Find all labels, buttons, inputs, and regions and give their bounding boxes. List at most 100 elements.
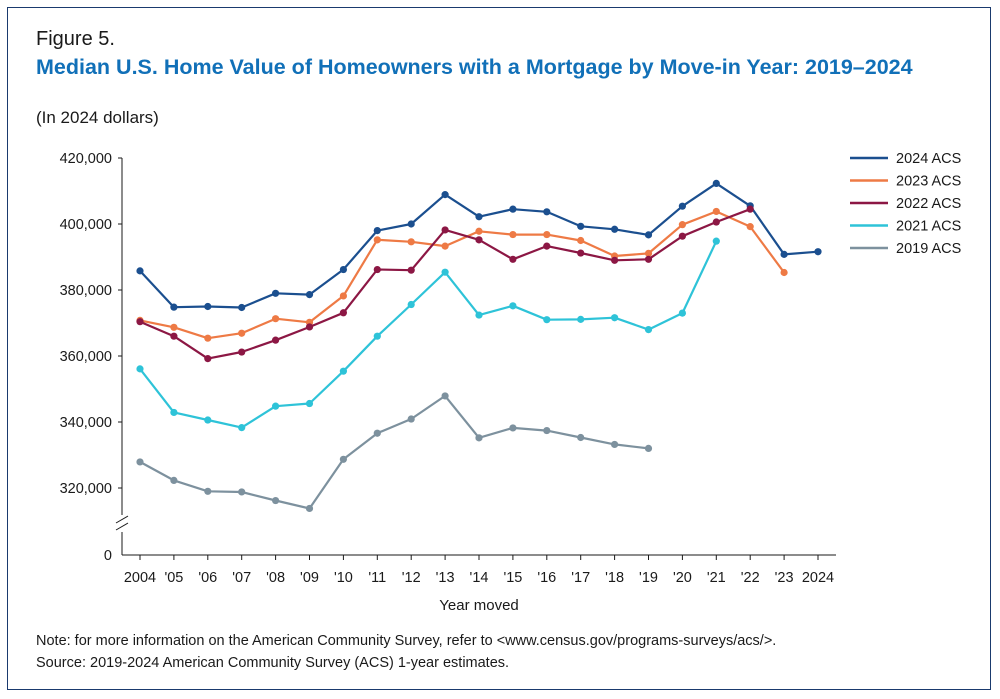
x-tick-label: 2004 <box>124 570 156 586</box>
data-point <box>238 348 246 356</box>
note-text: Note: for more information on the Americ… <box>36 633 777 649</box>
data-point <box>644 255 653 263</box>
data-point <box>644 231 653 239</box>
data-point <box>373 227 381 235</box>
data-point <box>339 309 347 317</box>
data-point <box>678 232 687 240</box>
x-tick-label: '12 <box>402 570 421 586</box>
data-point <box>272 336 280 344</box>
y-tick-label: 360,000 <box>60 349 112 365</box>
data-point <box>712 207 720 216</box>
data-point <box>170 303 178 311</box>
y-tick-label: 420,000 <box>60 151 112 167</box>
data-point <box>509 230 517 239</box>
data-point <box>475 236 483 244</box>
data-point <box>611 225 619 233</box>
x-tick-label: '23 <box>775 570 794 586</box>
data-point <box>204 334 212 342</box>
data-point <box>136 365 144 373</box>
data-point <box>543 208 551 216</box>
data-point <box>475 311 483 319</box>
x-tick-label: '19 <box>639 570 658 586</box>
legend-label: 2023 ACS <box>896 174 961 190</box>
data-point <box>644 444 653 452</box>
axis-break-mark <box>115 522 129 531</box>
data-point <box>577 222 585 230</box>
data-point <box>407 238 415 246</box>
x-tick-label: '20 <box>673 570 692 586</box>
data-point <box>305 399 314 408</box>
source-text: Source: 2019-2024 American Community Sur… <box>36 655 510 671</box>
data-point <box>272 289 280 297</box>
data-point <box>373 236 381 244</box>
y-tick-label-zero: 0 <box>104 548 112 564</box>
data-point <box>373 332 381 340</box>
data-point <box>644 326 653 334</box>
x-tick-label: '08 <box>266 570 285 586</box>
data-point <box>170 476 178 485</box>
data-point <box>441 268 449 276</box>
legend-label: 2022 ACS <box>896 196 961 212</box>
data-point <box>305 291 314 299</box>
x-tick-label: '15 <box>503 570 522 586</box>
data-point <box>780 268 788 277</box>
data-point <box>441 226 449 234</box>
data-point <box>543 242 551 250</box>
data-point <box>407 220 415 228</box>
x-tick-label: '16 <box>537 570 556 586</box>
data-point <box>746 223 754 231</box>
data-point <box>678 202 687 210</box>
x-tick-label: '13 <box>436 570 455 586</box>
data-point <box>204 416 212 424</box>
data-point <box>611 314 619 322</box>
data-point <box>780 250 788 258</box>
data-point <box>238 424 246 432</box>
notes: Note: for more information on the Americ… <box>36 630 776 674</box>
x-tick-label: '06 <box>198 570 217 586</box>
x-tick-label: '17 <box>571 570 590 586</box>
data-point <box>204 487 212 495</box>
chart-subtitle: (In 2024 dollars) <box>36 108 159 127</box>
x-tick-label: '09 <box>300 570 319 586</box>
data-point <box>543 230 551 239</box>
data-point <box>204 302 212 311</box>
data-point <box>814 248 822 256</box>
data-point <box>373 265 381 274</box>
data-point <box>577 236 585 245</box>
data-point <box>577 249 585 257</box>
data-point <box>407 300 415 309</box>
data-point <box>441 191 449 199</box>
x-tick-label: '10 <box>334 570 353 586</box>
axis-break-mark <box>115 515 129 524</box>
data-point <box>543 316 551 324</box>
series-line-2019-acs <box>139 394 649 510</box>
x-tick-label: '22 <box>741 570 760 586</box>
data-point <box>475 434 483 442</box>
data-point <box>305 323 314 331</box>
series-line-2024-acs <box>139 182 819 309</box>
legend-label: 2019 ACS <box>896 241 961 257</box>
x-tick-label: '21 <box>707 570 726 586</box>
data-point <box>475 213 483 221</box>
data-point <box>136 267 144 275</box>
data-point <box>543 426 551 435</box>
data-point <box>509 424 517 432</box>
x-tick-label: '07 <box>232 570 251 586</box>
data-point <box>678 221 687 229</box>
y-tick-label: 380,000 <box>60 283 112 299</box>
x-tick-label: '14 <box>470 570 489 586</box>
data-point <box>611 256 619 264</box>
figure-label: Figure 5. <box>36 28 115 50</box>
x-axis-title: Year moved <box>439 597 519 614</box>
data-point <box>170 323 178 331</box>
data-point <box>238 329 246 337</box>
data-point <box>170 408 178 417</box>
x-tick-label: '11 <box>368 570 386 586</box>
data-point <box>170 332 178 340</box>
data-point <box>272 402 280 410</box>
data-point <box>712 179 720 188</box>
data-point <box>339 367 347 375</box>
data-point <box>746 205 754 213</box>
data-point <box>136 318 144 326</box>
